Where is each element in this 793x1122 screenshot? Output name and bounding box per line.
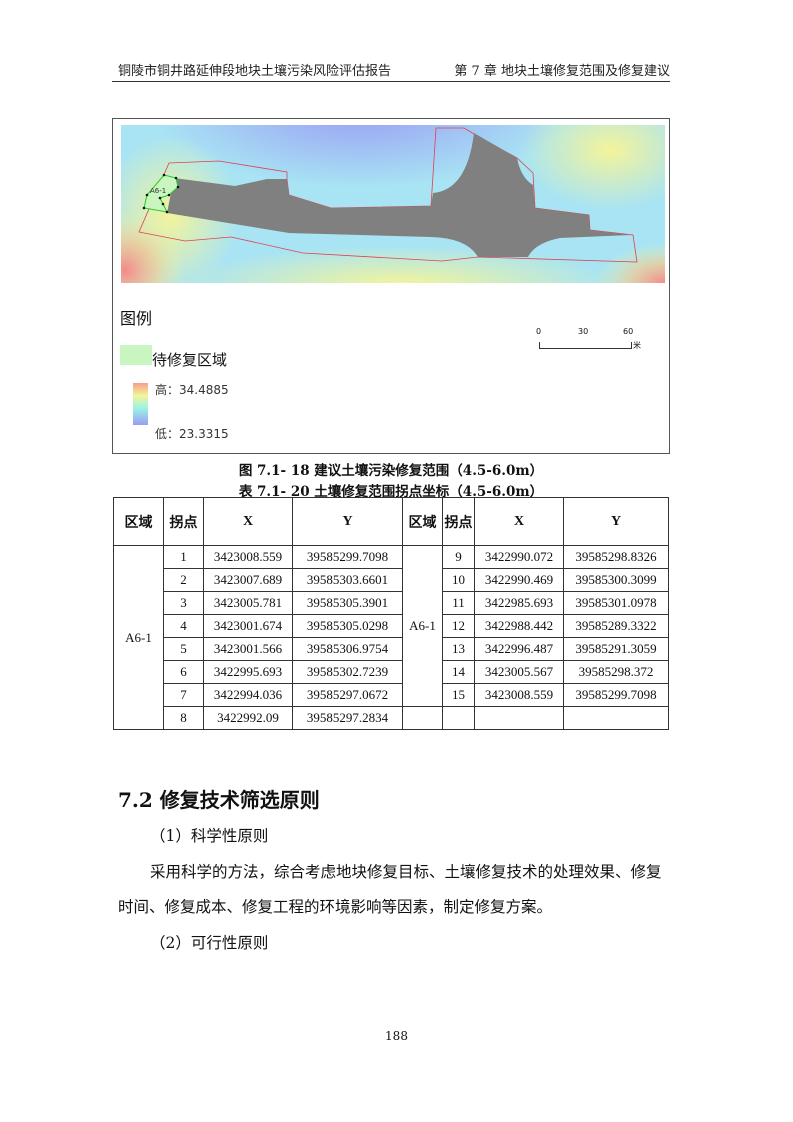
- header-cell: 区域: [113, 497, 164, 546]
- table-row: 5 3423001.566 39585306.9754 13 3422996.487 39…: [114, 637, 669, 661]
- figure-caption: 图 7.1- 18 建议土壤污染修复范围（4.5-6.0m）: [238, 463, 544, 479]
- table-cell: 6: [163, 660, 204, 684]
- header-cell: X: [474, 497, 564, 546]
- table-cell: 39585306.9754: [292, 637, 403, 661]
- page-number: 188: [385, 1029, 408, 1043]
- table-row: 2 3423007.689 39585303.6601 10 3422990.469 39…: [114, 568, 669, 592]
- table-cell: 39585303.6601: [292, 568, 403, 592]
- table-cell: 3422985.693: [474, 591, 564, 615]
- table-cell: 3423008.559: [474, 683, 564, 707]
- table-cell: 39585305.0298: [292, 614, 403, 638]
- table-cell: 4: [163, 614, 204, 638]
- table-cell: 10: [442, 568, 475, 592]
- table-cell: 3422990.072: [474, 545, 564, 569]
- header-title: 铜陵市铜井路延伸段地块土壤污染风险评估报告: [118, 64, 392, 79]
- repair-swatch: [120, 345, 152, 365]
- table-header-row: 区域 拐点 X Y 区域 拐点 X Y: [113, 497, 669, 546]
- paragraph: （1）科学性原则: [150, 827, 269, 845]
- table-cell: 12: [442, 614, 475, 638]
- table-cell: 9: [442, 545, 475, 569]
- table-cell: 11: [442, 591, 475, 615]
- table-cell: 39585289.3322: [563, 614, 669, 638]
- table-cell: 39585298.8326: [563, 545, 669, 569]
- table-cell: 3423001.674: [203, 614, 293, 638]
- table-cell: 3423008.559: [203, 545, 293, 569]
- area-label: A6-1: [150, 187, 166, 195]
- table-cell: 3: [163, 591, 204, 615]
- scale-tick-label: 0: [536, 327, 542, 336]
- paragraph: 采用科学的方法，综合考虑地块修复目标、土壤修复技术的处理效果、修复: [150, 863, 662, 881]
- header-cell: Y: [292, 497, 403, 546]
- table-cell: 3423005.567: [474, 660, 564, 684]
- legend-low: 低：23.3315: [155, 427, 229, 441]
- heatmap-ramp: [133, 383, 148, 425]
- table-cell: 13: [442, 637, 475, 661]
- table-cell: 14: [442, 660, 475, 684]
- table-cell: 3422992.09: [203, 706, 293, 730]
- table-cell: 2: [163, 568, 204, 592]
- table-cell: 3422990.469: [474, 568, 564, 592]
- table-cell: 39585298.372: [563, 660, 669, 684]
- table-row: 7 3422994.036 39585297.0672 15 3423008.559 39…: [114, 683, 669, 707]
- remediation-area: [167, 133, 631, 257]
- scale-line: [539, 342, 632, 349]
- header-rule: [112, 81, 670, 82]
- table-cell: A6-1: [402, 545, 443, 707]
- table-cell: A6-1: [113, 545, 164, 730]
- figure-frame: [112, 118, 670, 454]
- table-cell: 3423005.781: [203, 591, 293, 615]
- header-cell: 拐点: [163, 497, 204, 546]
- table-cell: 39585291.3059: [563, 637, 669, 661]
- table-row: 6 3422995.693 39585302.7239 14 3423005.567 39…: [114, 660, 669, 684]
- paragraph: （2）可行性原则: [150, 934, 269, 952]
- table-cell: 39585299.7098: [292, 545, 403, 569]
- table-cell: [563, 706, 669, 730]
- table-caption: 表 7.1- 20 土壤修复范围拐点坐标（4.5-6.0m）: [238, 484, 544, 500]
- table-cell: 39585300.3099: [563, 568, 669, 592]
- table-row: 8 3422992.09 39585297.2834: [114, 706, 669, 730]
- header-cell: 拐点: [442, 497, 475, 546]
- header-cell: X: [203, 497, 293, 546]
- table-cell: 39585305.3901: [292, 591, 403, 615]
- table-cell: 39585299.7098: [563, 683, 669, 707]
- coordinate-table: 区域 拐点 X Y 区域 拐点 X Y A6-1 1 3423008.559 3958…: [113, 497, 669, 730]
- table-row: 3 3423005.781 39585305.3901 11 3422985.693 39…: [114, 591, 669, 615]
- table-cell: 39585297.0672: [292, 683, 403, 707]
- table-cell: 7: [163, 683, 204, 707]
- table-cell: 5: [163, 637, 204, 661]
- table-cell: 15: [442, 683, 475, 707]
- table-cell: [442, 706, 475, 730]
- table-cell: 39585297.2834: [292, 706, 403, 730]
- scale-tick-label: 60: [623, 327, 634, 336]
- table-cell: 39585302.7239: [292, 660, 403, 684]
- table-cell: 3422995.693: [203, 660, 293, 684]
- table-cell: [474, 706, 564, 730]
- table-cell: 3422994.036: [203, 683, 293, 707]
- table-cell: 39585301.0978: [563, 591, 669, 615]
- section-heading: 7.2 修复技术筛选原则: [118, 788, 320, 812]
- legend-high: 高：34.4885: [155, 383, 229, 397]
- legend-title: 图例: [120, 309, 153, 328]
- table-row: A6-1 1 3423008.559 39585299.7098 A6-1 9 342299…: [113, 545, 669, 730]
- header-cell: Y: [563, 497, 669, 546]
- scale-tick-label: 30: [578, 327, 589, 336]
- vertex-markers: [142, 173, 180, 214]
- table-cell: 3423001.566: [203, 637, 293, 661]
- legend-repair-label: 待修复区域: [152, 351, 228, 369]
- table-cell: 3422996.487: [474, 637, 564, 661]
- paragraph: 时间、修复成本、修复工程的环境影响等因素，制定修复方案。: [118, 898, 553, 916]
- scale-unit: 米: [633, 341, 641, 350]
- table-cell: 3423007.689: [203, 568, 293, 592]
- table-cell: 1: [163, 545, 204, 569]
- table-cell: 8: [163, 706, 204, 730]
- header-chapter: 第 7 章 地块土壤修复范围及修复建议: [454, 64, 670, 79]
- table-cell: 3422988.442: [474, 614, 564, 638]
- table-cell: [402, 706, 443, 730]
- header-cell: 区域: [402, 497, 443, 546]
- table-row: 4 3423001.674 39585305.0298 12 3422988.442 39…: [114, 614, 669, 638]
- remediation-map: A6-1: [121, 125, 665, 283]
